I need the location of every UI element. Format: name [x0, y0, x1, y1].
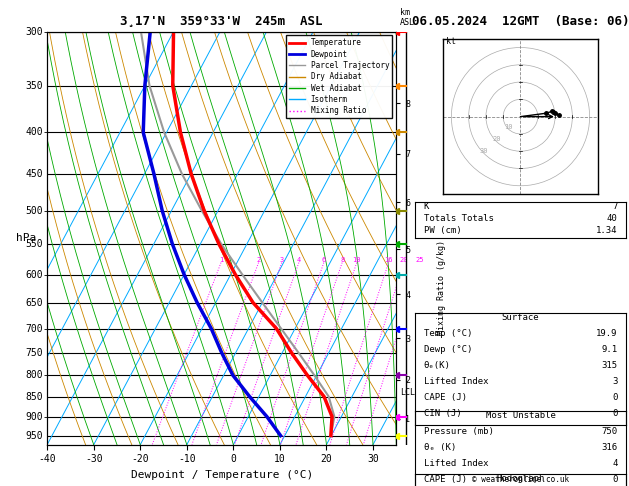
- Text: 6: 6: [321, 257, 326, 262]
- Text: 10: 10: [504, 124, 513, 130]
- Text: 650: 650: [25, 297, 43, 308]
- Text: 450: 450: [25, 169, 43, 179]
- Text: 350: 350: [25, 81, 43, 90]
- Text: 600: 600: [25, 270, 43, 279]
- Text: 7: 7: [612, 202, 618, 211]
- Text: θₑ(K): θₑ(K): [423, 362, 450, 370]
- Text: 19.9: 19.9: [596, 330, 618, 338]
- Text: 750: 750: [601, 427, 618, 436]
- Legend: Temperature, Dewpoint, Parcel Trajectory, Dry Adiabat, Wet Adiabat, Isotherm, Mi: Temperature, Dewpoint, Parcel Trajectory…: [286, 35, 392, 118]
- Text: 4: 4: [612, 459, 618, 469]
- Text: 1: 1: [219, 257, 223, 262]
- Text: CAPE (J): CAPE (J): [423, 393, 467, 402]
- Text: 06.05.2024  12GMT  (Base: 06): 06.05.2024 12GMT (Base: 06): [412, 15, 629, 28]
- Text: © weatheronline.co.uk: © weatheronline.co.uk: [472, 474, 569, 484]
- Text: 315: 315: [601, 362, 618, 370]
- Text: 3: 3: [280, 257, 284, 262]
- Text: Surface: Surface: [502, 313, 539, 323]
- Text: Temp (°C): Temp (°C): [423, 330, 472, 338]
- X-axis label: Dewpoint / Temperature (°C): Dewpoint / Temperature (°C): [131, 470, 313, 480]
- Text: 550: 550: [25, 239, 43, 249]
- Text: 10: 10: [352, 257, 361, 262]
- Text: 900: 900: [25, 412, 43, 422]
- Text: PW (cm): PW (cm): [423, 226, 461, 235]
- Text: 4: 4: [297, 257, 301, 262]
- Text: Mixing Ratio (g/kg): Mixing Ratio (g/kg): [437, 240, 446, 335]
- Text: θₑ (K): θₑ (K): [423, 443, 456, 452]
- Text: 8: 8: [340, 257, 344, 262]
- Text: 25: 25: [416, 257, 425, 262]
- Text: Lifted Index: Lifted Index: [423, 459, 488, 469]
- Text: 850: 850: [25, 392, 43, 401]
- Text: Totals Totals: Totals Totals: [423, 214, 493, 223]
- Text: 20: 20: [400, 257, 408, 262]
- Text: 500: 500: [25, 206, 43, 216]
- Text: K: K: [423, 202, 429, 211]
- Text: Most Unstable: Most Unstable: [486, 411, 555, 420]
- Text: 0: 0: [612, 475, 618, 485]
- Text: 3: 3: [612, 377, 618, 386]
- Text: Hodograph: Hodograph: [496, 474, 545, 483]
- Text: 0: 0: [612, 409, 618, 418]
- Text: 800: 800: [25, 370, 43, 381]
- Text: 40: 40: [607, 214, 618, 223]
- Text: LCL: LCL: [400, 388, 415, 397]
- Text: 316: 316: [601, 443, 618, 452]
- Text: 300: 300: [25, 27, 43, 36]
- Text: 16: 16: [384, 257, 392, 262]
- Text: hPa: hPa: [16, 233, 36, 243]
- Text: 30: 30: [480, 148, 489, 154]
- Text: km
ASL: km ASL: [400, 8, 415, 27]
- Text: Lifted Index: Lifted Index: [423, 377, 488, 386]
- Text: 2: 2: [257, 257, 260, 262]
- Text: 3¸17'N  359°33'W  245m  ASL: 3¸17'N 359°33'W 245m ASL: [121, 15, 323, 28]
- Text: 0: 0: [612, 393, 618, 402]
- Text: Dewp (°C): Dewp (°C): [423, 346, 472, 354]
- Text: 20: 20: [492, 136, 501, 142]
- Text: 700: 700: [25, 324, 43, 333]
- Text: CAPE (J): CAPE (J): [423, 475, 467, 485]
- Text: 9.1: 9.1: [601, 346, 618, 354]
- Text: 1.34: 1.34: [596, 226, 618, 235]
- Text: 750: 750: [25, 348, 43, 358]
- Text: Pressure (mb): Pressure (mb): [423, 427, 493, 436]
- Text: 950: 950: [25, 431, 43, 441]
- Text: CIN (J): CIN (J): [423, 409, 461, 418]
- Text: 400: 400: [25, 127, 43, 138]
- Text: kt: kt: [446, 37, 456, 46]
